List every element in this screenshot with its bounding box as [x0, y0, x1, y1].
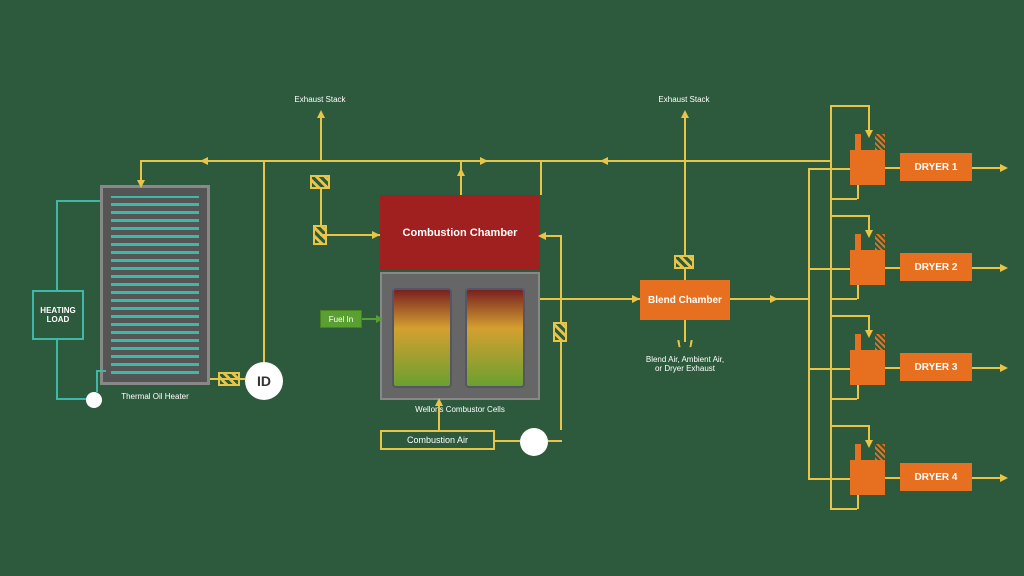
- pipe: [540, 160, 542, 195]
- dryer-hatch: [875, 444, 885, 460]
- combustion-air-box: Combustion Air: [380, 430, 495, 450]
- pipe: [808, 168, 850, 170]
- pipe: [972, 167, 1002, 169]
- dryer-1-label: DRYER 1: [900, 153, 972, 181]
- dryer-3-label: DRYER 3: [900, 353, 972, 381]
- blend-air-label: Blend Air, Ambient Air, or Dryer Exhaust: [640, 355, 730, 373]
- arrow: [681, 110, 689, 118]
- combustion-air-fan: [520, 428, 548, 456]
- arrow: [600, 157, 608, 165]
- dryer-inlet: [855, 444, 861, 460]
- dryer-2-label: DRYER 2: [900, 253, 972, 281]
- thermal-oil-heater: [100, 185, 210, 385]
- arrow: [200, 157, 208, 165]
- arrow: [372, 231, 380, 239]
- pipe: [808, 268, 850, 270]
- exhaust-stack-1-label: Exhaust Stack: [290, 95, 350, 104]
- combustion-chamber: Combustion Chamber: [380, 195, 540, 270]
- dryer-4: [850, 460, 885, 495]
- arrow: [865, 230, 873, 238]
- wellons-cells-label: Wellons Combustor Cells: [380, 405, 540, 414]
- pipe: [210, 378, 245, 380]
- pipe: [830, 105, 870, 107]
- arrow: [435, 398, 443, 406]
- pipe: [857, 185, 859, 199]
- dryer-hatch: [875, 134, 885, 150]
- damper: [674, 255, 694, 269]
- pipe: [830, 508, 857, 510]
- dryer-3: [850, 350, 885, 385]
- pipe: [808, 368, 850, 370]
- arrow: [317, 110, 325, 118]
- id-fan-label: ID: [245, 362, 283, 400]
- pipe: [972, 477, 1002, 479]
- pipe: [540, 298, 640, 300]
- pipe: [495, 440, 520, 442]
- pipe: [460, 160, 462, 195]
- pipe: [857, 385, 859, 399]
- arrow: [865, 330, 873, 338]
- combustor-cell: [465, 288, 525, 388]
- pipe: [885, 267, 900, 269]
- pipe: [684, 320, 686, 342]
- arrow: [1000, 264, 1008, 272]
- pipe: [972, 367, 1002, 369]
- arrow: [632, 295, 640, 303]
- pipe: [885, 477, 900, 479]
- arrow: [770, 295, 778, 303]
- pipe: [830, 425, 870, 427]
- teal-pipe: [96, 370, 98, 392]
- arrow: [1000, 474, 1008, 482]
- dryer-4-label: DRYER 4: [900, 463, 972, 491]
- pipe: [263, 160, 265, 362]
- pipe: [830, 315, 870, 317]
- dryer-hatch: [875, 234, 885, 250]
- dryer-inlet: [855, 134, 861, 150]
- teal-pipe: [56, 200, 58, 290]
- pipe: [830, 215, 870, 217]
- teal-pipe: [56, 200, 100, 202]
- teal-pipe: [56, 340, 58, 400]
- damper: [553, 322, 567, 342]
- teal-pipe: [96, 370, 106, 372]
- blend-chamber: Blend Chamber: [640, 280, 730, 320]
- pipe: [885, 367, 900, 369]
- pipe: [548, 440, 562, 442]
- dryer-inlet: [855, 234, 861, 250]
- teal-pump: [86, 392, 102, 408]
- pipe: [857, 495, 859, 509]
- combustor-cell: [392, 288, 452, 388]
- pipe: [830, 480, 832, 510]
- dryer-2: [850, 250, 885, 285]
- pipe: [540, 160, 832, 162]
- arrow: [538, 232, 546, 240]
- dryer-1: [850, 150, 885, 185]
- arrow: [865, 440, 873, 448]
- arrow: [137, 180, 145, 188]
- arrow: [1000, 364, 1008, 372]
- pipe: [857, 285, 859, 299]
- fuel-in-box: Fuel In: [320, 310, 362, 328]
- thermal-oil-label: Thermal Oil Heater: [100, 392, 210, 401]
- pipe: [830, 198, 857, 200]
- arrow: [865, 130, 873, 138]
- pipe: [885, 167, 900, 169]
- exhaust-stack-2-label: Exhaust Stack: [654, 95, 714, 104]
- pipe: [320, 115, 322, 162]
- damper: [310, 175, 330, 189]
- arrow: [1000, 164, 1008, 172]
- dryer-inlet: [855, 334, 861, 350]
- heating-load-box: HEATING LOAD: [32, 290, 84, 340]
- arrow: [480, 157, 488, 165]
- pipe: [320, 234, 380, 236]
- pipe: [808, 478, 850, 480]
- pipe: [808, 168, 810, 480]
- pipe: [830, 298, 857, 300]
- arrow: [457, 168, 465, 176]
- dryer-hatch: [875, 334, 885, 350]
- pipe: [830, 398, 857, 400]
- pipe: [972, 267, 1002, 269]
